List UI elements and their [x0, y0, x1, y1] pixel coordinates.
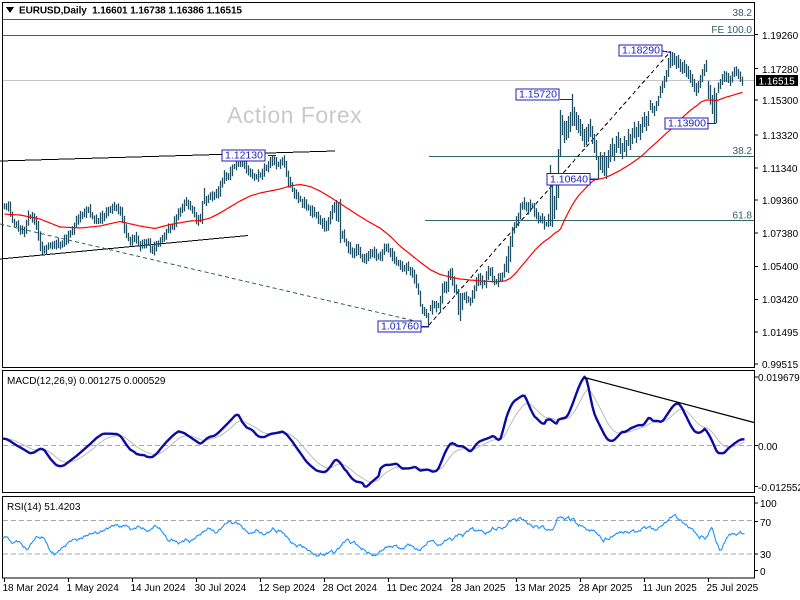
- svg-text:1.19260: 1.19260: [762, 31, 799, 42]
- svg-text:13 Mar 2025: 13 Mar 2025: [515, 583, 572, 594]
- svg-text:14 Jun 2024: 14 Jun 2024: [131, 583, 186, 594]
- svg-text:28 Apr 2025: 28 Apr 2025: [579, 583, 633, 594]
- svg-text:1.13900: 1.13900: [668, 118, 706, 130]
- svg-text:1.17280: 1.17280: [762, 65, 799, 76]
- svg-text:1.15720: 1.15720: [519, 89, 557, 101]
- svg-text:1.01760: 1.01760: [381, 321, 419, 333]
- svg-text:25 Jul 2025: 25 Jul 2025: [707, 583, 759, 594]
- svg-text:1.12130: 1.12130: [225, 150, 263, 162]
- svg-text:18 Mar 2024: 18 Mar 2024: [3, 583, 60, 594]
- svg-text:38.2: 38.2: [733, 8, 753, 19]
- svg-text:0.99515: 0.99515: [762, 360, 799, 371]
- svg-text:0.00: 0.00: [758, 442, 778, 453]
- svg-text:12 Sep 2024: 12 Sep 2024: [259, 583, 316, 594]
- svg-text:1.11340: 1.11340: [762, 164, 798, 175]
- svg-text:1.13320: 1.13320: [762, 131, 799, 142]
- svg-text:1.03420: 1.03420: [762, 295, 799, 306]
- svg-text:28 Jan 2025: 28 Jan 2025: [451, 583, 506, 594]
- svg-text:RSI(14) 51.4203: RSI(14) 51.4203: [7, 502, 81, 513]
- svg-text:61.8: 61.8: [733, 211, 753, 222]
- svg-text:28 Oct 2024: 28 Oct 2024: [323, 583, 378, 594]
- svg-text:100: 100: [760, 499, 777, 510]
- svg-text:30 Jul 2024: 30 Jul 2024: [195, 583, 247, 594]
- svg-text:30: 30: [760, 550, 772, 561]
- svg-text:EURUSD,Daily 1.16601 1.16738: EURUSD,Daily 1.16601 1.16738 1.16386 1.1…: [19, 6, 242, 17]
- svg-text:1.01495: 1.01495: [762, 328, 799, 339]
- svg-text:1.07380: 1.07380: [762, 229, 799, 240]
- svg-text:11 Jun 2025: 11 Jun 2025: [643, 583, 698, 594]
- svg-text:1.05400: 1.05400: [762, 262, 799, 273]
- svg-text:1 May 2024: 1 May 2024: [67, 583, 120, 594]
- svg-text:1.18290: 1.18290: [622, 45, 660, 57]
- svg-text:1.16515: 1.16515: [759, 77, 796, 88]
- svg-text:FE 100.0: FE 100.0: [711, 25, 752, 36]
- svg-text:38.2: 38.2: [733, 146, 753, 157]
- svg-text:11 Dec 2024: 11 Dec 2024: [387, 583, 443, 594]
- svg-text:70: 70: [760, 518, 772, 529]
- svg-text:1.15300: 1.15300: [762, 96, 799, 107]
- svg-text:-0.012552: -0.012552: [758, 483, 800, 494]
- svg-text:0.019679: 0.019679: [758, 373, 800, 384]
- svg-text:1.10640: 1.10640: [550, 174, 588, 186]
- svg-text:1.09360: 1.09360: [762, 196, 799, 207]
- svg-text:0: 0: [760, 567, 766, 578]
- svg-text:Action Forex: Action Forex: [227, 102, 362, 128]
- svg-text:MACD(12,26,9) 0.001275 0.00052: MACD(12,26,9) 0.001275 0.000529: [7, 376, 166, 387]
